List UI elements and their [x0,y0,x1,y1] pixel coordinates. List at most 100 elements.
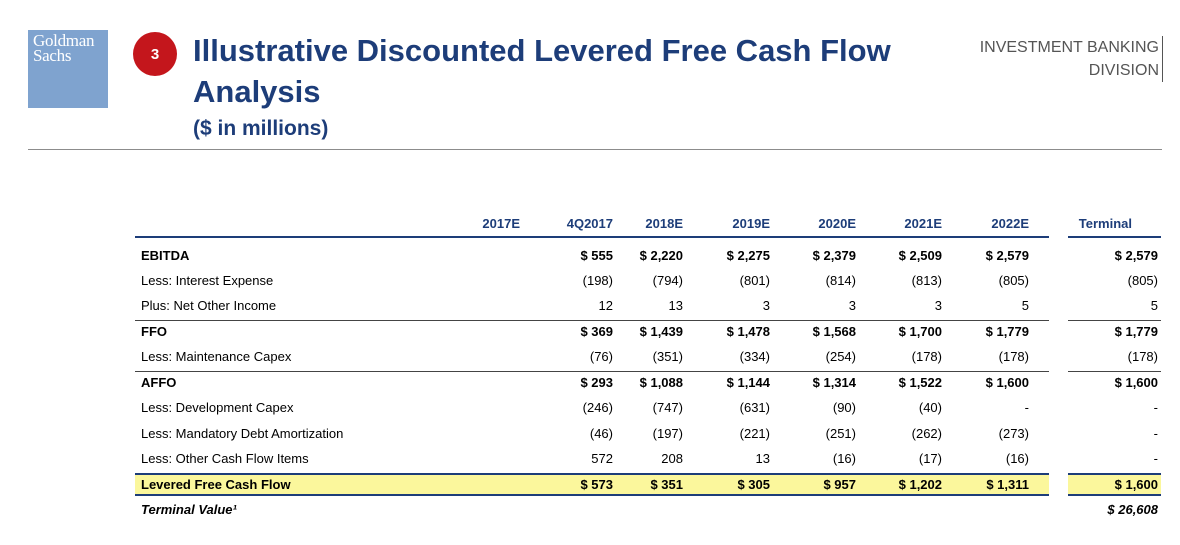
cell-terminal: $ 26,608 [1107,502,1158,517]
cell-4q2017: (198) [582,273,613,288]
cell-2022e: (273) [998,426,1029,441]
cell-2021e: (813) [911,273,942,288]
page-title: Illustrative Discounted Levered Free Cas… [193,33,891,109]
table-row: Less: Interest Expense (198) (794) (801)… [135,269,1161,294]
cell-terminal: - [1153,400,1158,415]
cell-2018e: (197) [652,426,683,441]
table-row: AFFO $ 293 $ 1,088 $ 1,144 $ 1,314 $ 1,5… [135,371,1161,396]
lfcf-highlight-main [135,473,1049,496]
col-header-2017e: 2017E [482,216,520,231]
table-row: Less: Maintenance Capex (76) (351) (334)… [135,345,1161,370]
cell-4q2017: (246) [582,400,613,415]
cell-terminal: 5 [1150,298,1158,313]
cell-2018e: (794) [652,273,683,288]
cell-terminal: $ 1,779 [1114,324,1158,339]
cell-terminal: $ 1,600 [1114,375,1158,390]
cell-2019e: $ 1,144 [726,375,770,390]
section-number-badge: 3 [133,32,177,76]
cell-2020e: (90) [832,400,856,415]
table-row: FFO $ 369 $ 1,439 $ 1,478 $ 1,568 $ 1,70… [135,320,1161,345]
cell-2020e: $ 957 [823,477,856,492]
table-row: Less: Development Capex (246) (747) (631… [135,396,1161,421]
cell-2019e: (801) [739,273,770,288]
header-underline-terminal [1068,236,1161,238]
division-line-1: INVESTMENT BANKING [979,39,1159,56]
cell-2019e: (631) [739,400,770,415]
row-label: EBITDA [141,248,190,263]
logo-line-1: Goldman [33,31,95,50]
col-header-4q2017: 4Q2017 [566,216,613,231]
cell-2019e: $ 305 [737,477,770,492]
cell-2022e: $ 1,779 [985,324,1029,339]
cell-2022e: $ 1,600 [985,375,1029,390]
row-label: AFFO [141,375,177,390]
cell-2019e: 13 [755,451,770,466]
cell-terminal: (178) [1127,349,1158,364]
row-label: Terminal Value¹ [141,502,237,517]
col-header-2022e: 2022E [991,216,1029,231]
cell-2018e: (747) [652,400,683,415]
cell-2020e: (16) [832,451,856,466]
col-header-2021e: 2021E [904,216,942,231]
cell-2021e: (178) [911,349,942,364]
cell-terminal: $ 2,579 [1114,248,1158,263]
cell-4q2017: 572 [591,451,613,466]
row-label: Plus: Net Other Income [141,298,277,313]
cell-2021e: 3 [934,298,942,313]
row-label: Less: Other Cash Flow Items [141,451,309,466]
goldman-sachs-logo: Goldman Sachs [28,30,108,108]
cell-2019e: (334) [739,349,770,364]
row-label: Less: Maintenance Capex [141,349,292,364]
table-row: Plus: Net Other Income 12 13 3 3 3 5 5 [135,294,1161,319]
header-underline-main [135,236,1049,238]
cell-2019e: $ 1,478 [726,324,770,339]
cell-2022e: $ 1,311 [986,477,1029,492]
col-header-2019e: 2019E [732,216,770,231]
cell-2020e: $ 1,568 [812,324,856,339]
cell-2020e: (254) [825,349,856,364]
cell-2020e: (251) [825,426,856,441]
ffo-rule-terminal [1068,320,1161,321]
lfcf-highlight-terminal [1068,473,1161,496]
table-row-levered-free-cash-flow: Levered Free Cash Flow $ 573 $ 351 $ 305… [135,473,1161,498]
table-row: Less: Other Cash Flow Items 572 208 13 (… [135,447,1161,472]
cell-2018e: 13 [668,298,683,313]
cell-terminal: - [1153,426,1158,441]
cell-2018e: $ 2,220 [639,248,683,263]
row-label: Levered Free Cash Flow [141,477,291,492]
cell-2022e: 5 [1021,298,1029,313]
division-label: INVESTMENT BANKING DIVISION [980,36,1163,82]
cell-2021e: $ 1,522 [898,375,942,390]
affo-rule-terminal [1068,371,1161,372]
row-label: Less: Interest Expense [141,273,274,288]
table-row-terminal-value: Terminal Value¹ $ 26,608 [135,498,1161,523]
cell-2018e: $ 1,088 [639,375,683,390]
cell-2019e: $ 2,275 [726,248,770,263]
cell-4q2017: $ 555 [580,248,613,263]
cell-2021e: $ 2,509 [898,248,942,263]
cell-2020e: $ 2,379 [812,248,856,263]
cell-2022e: (805) [998,273,1029,288]
col-header-2020e: 2020E [818,216,856,231]
cell-2018e: 208 [661,451,683,466]
cell-4q2017: (46) [589,426,613,441]
cell-2022e: - [1024,400,1029,415]
division-line-2: DIVISION [1088,62,1159,79]
cell-2018e: $ 351 [650,477,683,492]
cell-4q2017: $ 293 [580,375,613,390]
cell-2019e: (221) [739,426,770,441]
cell-terminal: (805) [1127,273,1158,288]
cell-2022e: (16) [1005,451,1029,466]
cell-2021e: (262) [911,426,942,441]
col-header-terminal: Terminal [1078,216,1132,231]
cell-4q2017: $ 573 [580,477,613,492]
cell-2021e: $ 1,700 [898,324,942,339]
cell-4q2017: 12 [598,298,613,313]
row-label: FFO [141,324,167,339]
cell-2020e: $ 1,314 [812,375,856,390]
row-label: Less: Development Capex [141,400,294,415]
page-subtitle: ($ in millions) [193,117,329,140]
cell-terminal: $ 1,600 [1114,477,1158,492]
cell-2019e: 3 [762,298,770,313]
cell-2021e: (17) [918,451,942,466]
